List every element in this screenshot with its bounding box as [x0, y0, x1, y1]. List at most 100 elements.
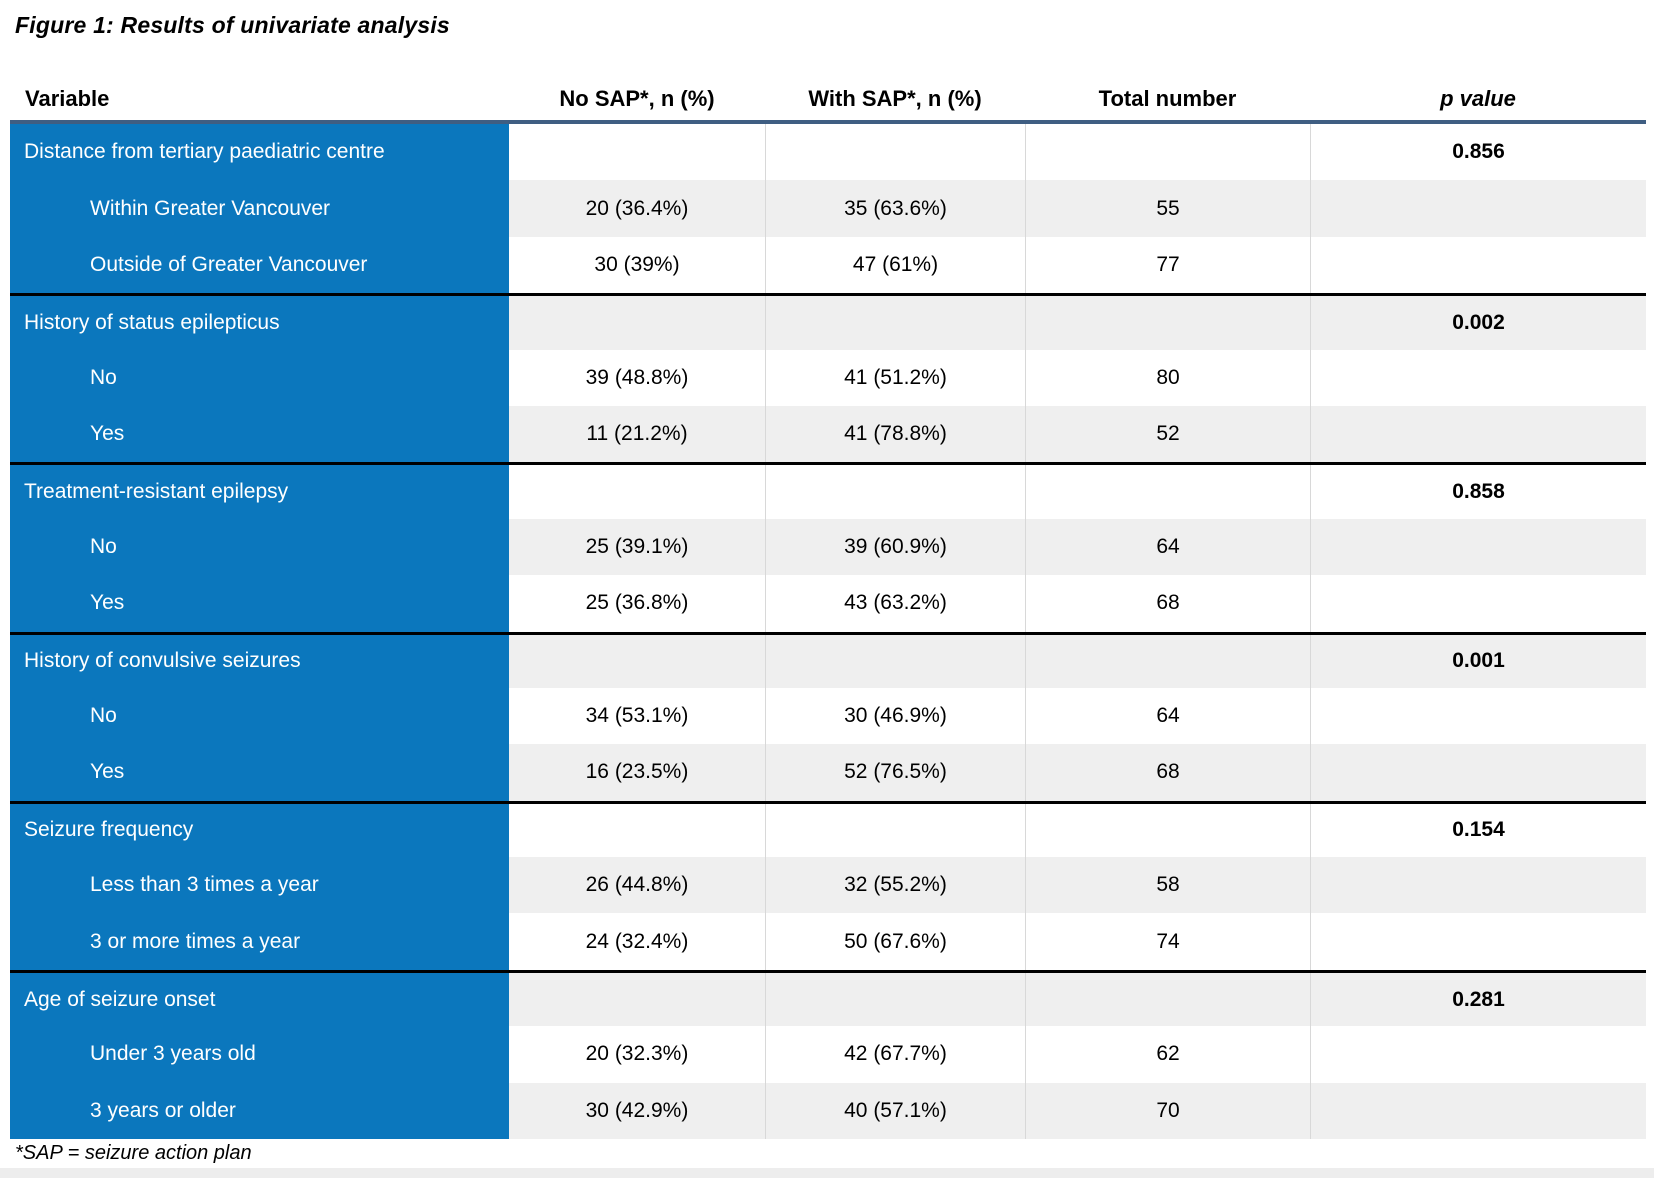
variable-cell: Less than 3 times a year [10, 857, 509, 914]
table-row: Outside of Greater Vancouver 30 (39%) 47… [10, 236, 1646, 294]
with-sap-cell: 43 (63.2%) [765, 575, 1025, 632]
no-sap-cell: 11 (21.2%) [586, 422, 688, 446]
variable-cell: Treatment-resistant epilepsy [10, 465, 509, 519]
table-row: Under 3 years old 20 (32.3%) 42 (67.7%) … [10, 1026, 1646, 1083]
with-sap-cell [765, 465, 1025, 519]
total-cell [1025, 124, 1310, 181]
with-sap-cell: 47 (61%) [765, 236, 1025, 294]
p-value-cell [1310, 349, 1646, 406]
variable-cell: Seizure frequency [10, 803, 509, 858]
p-value-cell [1310, 518, 1646, 576]
no-sap-cell [509, 296, 765, 349]
variable-cell: Distance from tertiary paediatric centre [10, 124, 509, 181]
table-body: Distance from tertiary paediatric centre… [10, 124, 1646, 1140]
variable-cell: Age of seizure onset [10, 972, 509, 1027]
total-cell: 70 [1025, 1082, 1310, 1140]
sap-footnote: *SAP = seizure action plan [15, 1142, 252, 1164]
table-row: Less than 3 times a year 26 (44.8%) 32 (… [10, 857, 1646, 914]
p-value-cell [1310, 913, 1646, 970]
p-value-cell: 0.002 [1310, 296, 1646, 350]
table-row: Distance from tertiary paediatric centre… [10, 124, 1646, 181]
total-cell: 80 [1025, 349, 1310, 406]
table-row: 3 years or older 30 (42.9%) 40 (57.1%) 7… [10, 1082, 1646, 1140]
no-sap-cell: 30 (39%) [594, 252, 680, 276]
table-row: Age of seizure onset 0.281 [10, 969, 1646, 1027]
no-sap-cell: 16 (23.5%) [585, 760, 689, 784]
no-sap-cell: 34 (53.1%) [585, 704, 689, 728]
table-row: Within Greater Vancouver 20 (36.4%) 35 (… [10, 180, 1646, 237]
with-sap-cell: 41 (78.8%) [765, 405, 1025, 463]
p-value-cell: 0.154 [1310, 803, 1646, 858]
table-row: Seizure frequency 0.154 [10, 800, 1646, 858]
total-cell [1025, 972, 1310, 1027]
bottom-strip [0, 1168, 1654, 1178]
no-sap-cell: 25 (36.8%) [585, 591, 689, 615]
col-header-with-sap: With SAP*, n (%) [808, 86, 982, 111]
p-value-cell [1310, 180, 1646, 237]
with-sap-cell: 39 (60.9%) [765, 518, 1025, 576]
p-value-cell: 0.001 [1310, 634, 1646, 688]
with-sap-cell: 52 (76.5%) [765, 744, 1025, 801]
variable-cell: Yes [10, 405, 509, 463]
total-cell [1025, 296, 1310, 350]
total-cell: 64 [1025, 687, 1310, 745]
total-cell: 74 [1025, 913, 1310, 970]
no-sap-cell [509, 804, 765, 857]
p-value-cell: 0.281 [1310, 972, 1646, 1027]
variable-cell: Yes [10, 744, 509, 801]
variable-cell: History of convulsive seizures [10, 634, 509, 688]
p-value-cell [1310, 405, 1646, 463]
p-value-cell [1310, 236, 1646, 294]
with-sap-cell: 32 (55.2%) [765, 857, 1025, 914]
variable-cell: 3 or more times a year [10, 913, 509, 970]
col-header-total: Total number [1098, 86, 1237, 111]
no-sap-cell: 20 (32.3%) [585, 1042, 689, 1066]
variable-cell: Within Greater Vancouver [10, 180, 509, 237]
total-cell: 68 [1025, 575, 1310, 632]
p-value-cell: 0.856 [1310, 124, 1646, 181]
with-sap-cell [765, 803, 1025, 858]
no-sap-cell: 39 (48.8%) [585, 365, 689, 389]
no-sap-cell: 24 (32.4%) [585, 929, 689, 953]
table-row: Yes 16 (23.5%) 52 (76.5%) 68 [10, 744, 1646, 801]
variable-cell: Yes [10, 575, 509, 632]
p-value-cell [1310, 1082, 1646, 1140]
total-cell: 58 [1025, 857, 1310, 914]
col-header-variable: Variable [25, 86, 110, 111]
no-sap-cell: 20 (36.4%) [585, 196, 689, 220]
total-cell: 52 [1025, 405, 1310, 463]
with-sap-cell: 41 (51.2%) [765, 349, 1025, 406]
no-sap-cell: 25 (39.1%) [585, 534, 689, 558]
table-row: History of status epilepticus 0.002 [10, 293, 1646, 350]
variable-cell: No [10, 687, 509, 745]
p-value-cell [1310, 857, 1646, 914]
total-cell [1025, 803, 1310, 858]
total-cell: 77 [1025, 236, 1310, 294]
total-cell: 64 [1025, 518, 1310, 576]
p-value-cell: 0.858 [1310, 465, 1646, 519]
total-cell [1025, 634, 1310, 688]
with-sap-cell [765, 634, 1025, 688]
total-cell: 68 [1025, 744, 1310, 801]
variable-cell: History of status epilepticus [10, 296, 509, 350]
table-row: History of convulsive seizures 0.001 [10, 631, 1646, 688]
total-cell: 62 [1025, 1026, 1310, 1083]
with-sap-cell [765, 124, 1025, 181]
no-sap-cell [509, 465, 765, 518]
total-cell: 55 [1025, 180, 1310, 237]
no-sap-cell [509, 124, 765, 180]
with-sap-cell: 50 (67.6%) [765, 913, 1025, 970]
with-sap-cell: 35 (63.6%) [765, 180, 1025, 237]
with-sap-cell: 40 (57.1%) [765, 1082, 1025, 1140]
no-sap-cell: 26 (44.8%) [585, 873, 689, 897]
col-header-p-value: p value [1440, 86, 1516, 111]
with-sap-cell: 30 (46.9%) [765, 687, 1025, 745]
variable-cell: 3 years or older [10, 1082, 509, 1140]
col-header-no-sap: No SAP*, n (%) [559, 86, 715, 111]
table-row: Yes 25 (36.8%) 43 (63.2%) 68 [10, 575, 1646, 632]
figure-title: Figure 1: Results of univariate analysis [15, 12, 450, 38]
table-row: No 25 (39.1%) 39 (60.9%) 64 [10, 518, 1646, 576]
univariate-results-table: Variable No SAP*, n (%) With SAP*, n (%)… [10, 78, 1646, 1140]
table-row: No 34 (53.1%) 30 (46.9%) 64 [10, 687, 1646, 745]
